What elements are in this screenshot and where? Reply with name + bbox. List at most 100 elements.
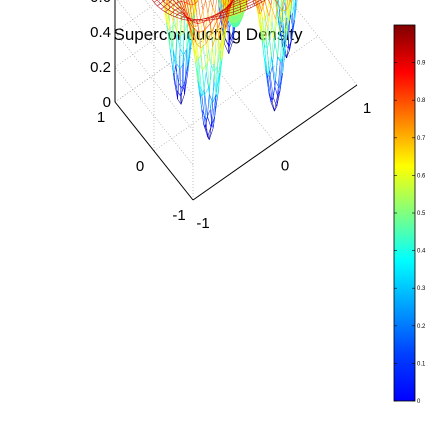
mesh-segment (197, 24, 202, 56)
mesh-segment (265, 0, 268, 14)
mesh-segment (271, 21, 276, 42)
mesh-segment (211, 124, 214, 129)
mesh-segment (261, 0, 266, 3)
mesh-segment (214, 49, 220, 82)
mesh-segment (281, 34, 285, 62)
mesh-segment (205, 19, 213, 21)
mesh-segment (185, 60, 190, 81)
mesh-segment (287, 40, 292, 49)
colorbar (393, 24, 416, 402)
mesh-segment (220, 11, 228, 14)
mesh-segment (272, 66, 276, 87)
mesh-segment (224, 43, 230, 54)
mesh-segment (259, 11, 262, 15)
mesh-segment (292, 0, 294, 13)
mesh-segment (219, 23, 225, 50)
colorbar-tick-label: 0.8 (417, 98, 426, 104)
mesh-segment (272, 41, 276, 67)
mesh-segment (205, 43, 208, 64)
mesh-segment (174, 9, 180, 14)
mesh-segment (202, 63, 208, 70)
mesh-segment (263, 42, 268, 76)
mesh-segment (261, 38, 265, 43)
mesh-segment (192, 4, 196, 27)
mesh-segment (180, 88, 183, 105)
mesh-segment (281, 0, 284, 6)
mesh-segment (212, 94, 217, 103)
mesh-segment (195, 42, 199, 63)
mesh-segment (236, 22, 238, 27)
mesh-segment (268, 0, 273, 22)
colorbar-tick-label: 0.2 (417, 324, 426, 330)
mesh-segment (221, 6, 229, 11)
mesh-segment (193, 29, 197, 43)
mesh-segment (252, 0, 254, 2)
mesh-segment (261, 39, 266, 70)
mesh-segment (160, 0, 164, 4)
mesh-segment (199, 29, 205, 33)
y-axis-line (114, 101, 194, 201)
mesh-segment (197, 23, 200, 33)
mesh-segment (277, 20, 281, 57)
mesh-segment (191, 31, 194, 46)
mesh-segment (228, 27, 230, 47)
mesh-segment (285, 5, 289, 17)
mesh-segment (275, 3, 278, 20)
mesh-segment (236, 14, 238, 23)
mesh-segment (204, 23, 211, 31)
mesh-segment (275, 19, 281, 32)
mesh-segment (232, 16, 234, 24)
mesh-segment (239, 0, 245, 3)
mesh-segment (173, 80, 178, 100)
mesh-segment (210, 7, 213, 27)
mesh-segment (246, 4, 248, 7)
mesh-segment (205, 109, 211, 121)
mesh-segment (278, 61, 282, 89)
mesh-segment (197, 22, 204, 24)
mesh-segment (202, 69, 205, 96)
mesh-segment (283, 10, 287, 35)
mesh-segment (217, 0, 220, 16)
mesh-segment (262, 18, 265, 46)
mesh-segment (218, 56, 223, 90)
mesh-segment (202, 44, 207, 72)
mesh-segment (270, 102, 275, 112)
mesh-segment (207, 116, 212, 128)
mesh-segment (239, 12, 242, 21)
mesh-segment (228, 15, 232, 23)
mesh-segment (193, 45, 196, 63)
mesh-segment (213, 15, 221, 18)
mesh-segment (278, 0, 279, 2)
mesh-segment (247, 3, 255, 7)
mesh-segment (274, 86, 278, 96)
x-axis-line (192, 84, 358, 201)
mesh-segment (193, 0, 196, 7)
mesh-segment (277, 0, 279, 4)
mesh-segment (195, 62, 201, 87)
mesh-segment (207, 93, 210, 117)
mesh-segment (204, 29, 207, 44)
mesh-segment (229, 15, 232, 24)
mesh-segment (180, 16, 183, 19)
mesh-segment (217, 60, 222, 98)
mesh-segment (160, 3, 165, 8)
mesh-segment (207, 0, 211, 14)
mesh-segment (153, 2, 158, 7)
mesh-segment (152, 0, 155, 3)
mesh-segment (209, 127, 214, 140)
mesh-segment (214, 94, 217, 118)
mesh-segment (191, 0, 194, 6)
mesh-segment (226, 0, 229, 5)
mesh-segment (276, 11, 281, 21)
mesh-segment (228, 1, 235, 6)
mesh-segment (207, 136, 210, 140)
mesh-segment (200, 43, 207, 49)
mesh-segment (280, 21, 284, 62)
mesh-segment (273, 37, 278, 57)
mesh-segment (160, 6, 165, 10)
surface-mesh (152, 0, 298, 140)
mesh-segment (197, 62, 201, 87)
mesh-segment (222, 0, 227, 9)
mesh-segment (203, 71, 207, 89)
colorbar-ticks: 0 0.1 0.2 0.3 0.4 0.5 0.6 0.7 0.8 0.9 (394, 61, 426, 405)
